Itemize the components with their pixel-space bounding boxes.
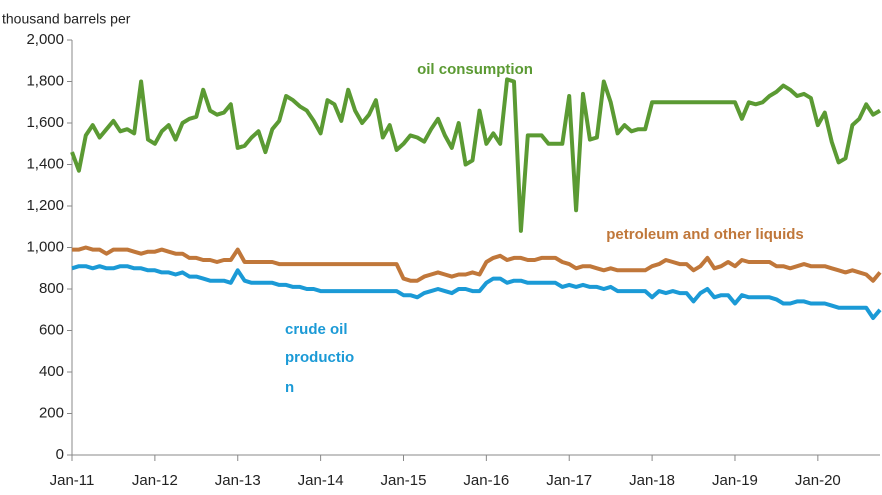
- series-annotation: n: [285, 379, 294, 396]
- x-tick-label: Jan-20: [795, 472, 841, 489]
- y-tick-label: 1,400: [26, 155, 64, 172]
- x-tick-label: Jan-11: [50, 472, 95, 489]
- y-tick-label: 800: [39, 280, 64, 297]
- y-tick-label: 200: [39, 404, 64, 421]
- x-tick-label: Jan-18: [629, 472, 675, 489]
- x-tick-label: Jan-12: [132, 472, 178, 489]
- y-tick-label: 1,200: [26, 197, 64, 214]
- series-annotation: petroleum and other liquids: [606, 226, 804, 243]
- y-tick-label: 1,800: [26, 72, 64, 89]
- series-annotation: productio: [285, 349, 354, 366]
- series-annotation: oil consumption: [417, 61, 533, 78]
- series-line: [71, 264, 882, 320]
- x-tick-label: Jan-16: [463, 472, 509, 489]
- x-tick-label: Jan-13: [215, 472, 261, 489]
- x-tick-label: Jan-14: [298, 472, 344, 489]
- y-tick-label: 0: [56, 446, 64, 463]
- x-tick-label: Jan-17: [546, 472, 592, 489]
- series-annotation: crude oil: [285, 321, 348, 338]
- y-axis-label: thousand barrels per: [2, 11, 131, 27]
- series-line: [72, 245, 882, 283]
- x-tick-label: Jan-15: [381, 472, 427, 489]
- y-tick-label: 400: [39, 363, 64, 380]
- y-tick-label: 2,000: [26, 31, 64, 48]
- y-tick-label: 1,600: [26, 114, 64, 131]
- x-tick-label: Jan-19: [712, 472, 758, 489]
- y-tick-label: 600: [39, 321, 64, 338]
- series-line: [70, 77, 882, 233]
- y-tick-label: 1,000: [26, 238, 64, 255]
